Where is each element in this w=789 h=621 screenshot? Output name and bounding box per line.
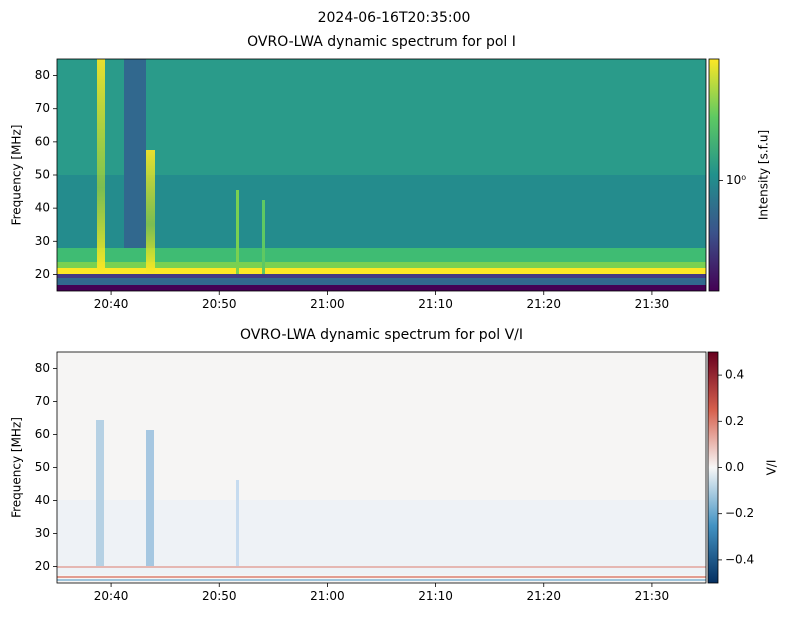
y-tick-label: 60 [35,427,50,441]
y-tick-label: 60 [35,134,50,148]
x-tick-label: 20:40 [94,589,129,603]
figure-title: 2024-06-16T20:35:00 [318,10,471,26]
y-tick-label: 80 [35,68,50,82]
y-tick-label: 20 [35,267,50,281]
x-tick-label: 21:20 [526,589,561,603]
y-tick-label: 70 [35,101,50,115]
colorbar-tick-label: 0.2 [725,414,744,428]
spectrum-image-vi [57,352,706,583]
colorbar-tick-label: 0.0 [725,460,744,474]
colorbar-tick-label: 0.4 [725,368,744,382]
colorbar-label: V/I [765,460,779,476]
x-tick-label: 21:10 [418,589,453,603]
y-axis-label: Frequency [MHz] [10,417,24,518]
y-tick-label: 50 [35,168,50,182]
colorbar-label: Intensity [s.f.u] [757,130,771,220]
colorbar-tick-label: 10⁰ [726,173,746,187]
y-axis-label: Frequency [MHz] [10,125,24,226]
x-tick-label: 20:50 [202,589,237,603]
x-tick-label: 21:30 [635,297,670,311]
colorbar [708,58,720,292]
x-tick-label: 21:00 [310,589,345,603]
spectrum-image-i [57,59,706,291]
colorbar [707,351,719,584]
x-tick-label: 21:30 [635,589,670,603]
y-tick-label: 50 [35,460,50,474]
x-tick-label: 21:20 [526,297,561,311]
y-tick-label: 70 [35,394,50,408]
y-tick-label: 40 [35,201,50,215]
x-tick-label: 21:00 [310,297,345,311]
y-tick-label: 20 [35,559,50,573]
axes-title: OVRO-LWA dynamic spectrum for pol V/I [240,327,523,343]
y-tick-label: 80 [35,361,50,375]
x-tick-label: 21:10 [418,297,453,311]
y-tick-label: 30 [35,234,50,248]
y-tick-label: 30 [35,526,50,540]
axes-title: OVRO-LWA dynamic spectrum for pol I [247,34,516,50]
y-tick-label: 40 [35,493,50,507]
colorbar-tick-label: −0.2 [725,506,754,520]
x-tick-label: 20:50 [202,297,237,311]
colorbar-tick-label: −0.4 [725,552,754,566]
x-tick-label: 20:40 [94,297,129,311]
